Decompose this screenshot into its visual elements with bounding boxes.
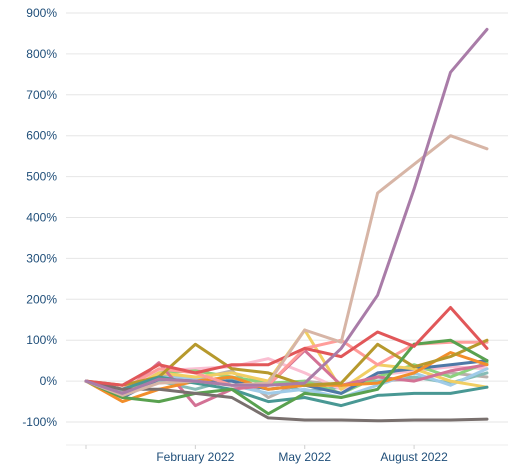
series-lines (84, 27, 489, 423)
y-tick-label: 0% (40, 374, 58, 388)
x-tick-label: August 2022 (380, 450, 448, 464)
y-tick-label: 900% (26, 6, 57, 20)
x-tick-label: February 2022 (156, 450, 234, 464)
y-tick-label: 300% (26, 251, 57, 265)
y-tick-label: -100% (22, 415, 57, 429)
y-axis-tick-labels: -100% 0% 100% 200% 300% 400% 500% 600% 700% 800% 9… (22, 6, 57, 429)
y-tick-label: 200% (26, 292, 57, 306)
series-line[interactable] (84, 351, 489, 404)
x-axis-tick-labels: February 2022 May 2022 August 2022 (85, 445, 448, 464)
y-tick-label: 500% (26, 170, 57, 184)
series-line[interactable] (84, 27, 489, 395)
y-tick-label: 600% (26, 129, 57, 143)
series-line[interactable] (84, 375, 489, 408)
series-line[interactable] (84, 338, 489, 416)
y-tick-label: 700% (26, 88, 57, 102)
x-tick-label: May 2022 (278, 450, 331, 464)
series-line[interactable] (84, 379, 489, 423)
y-tick-label: 800% (26, 47, 57, 61)
y-tick-label: 100% (26, 333, 57, 347)
series-line[interactable] (84, 134, 489, 397)
y-tick-label: 400% (26, 211, 57, 225)
